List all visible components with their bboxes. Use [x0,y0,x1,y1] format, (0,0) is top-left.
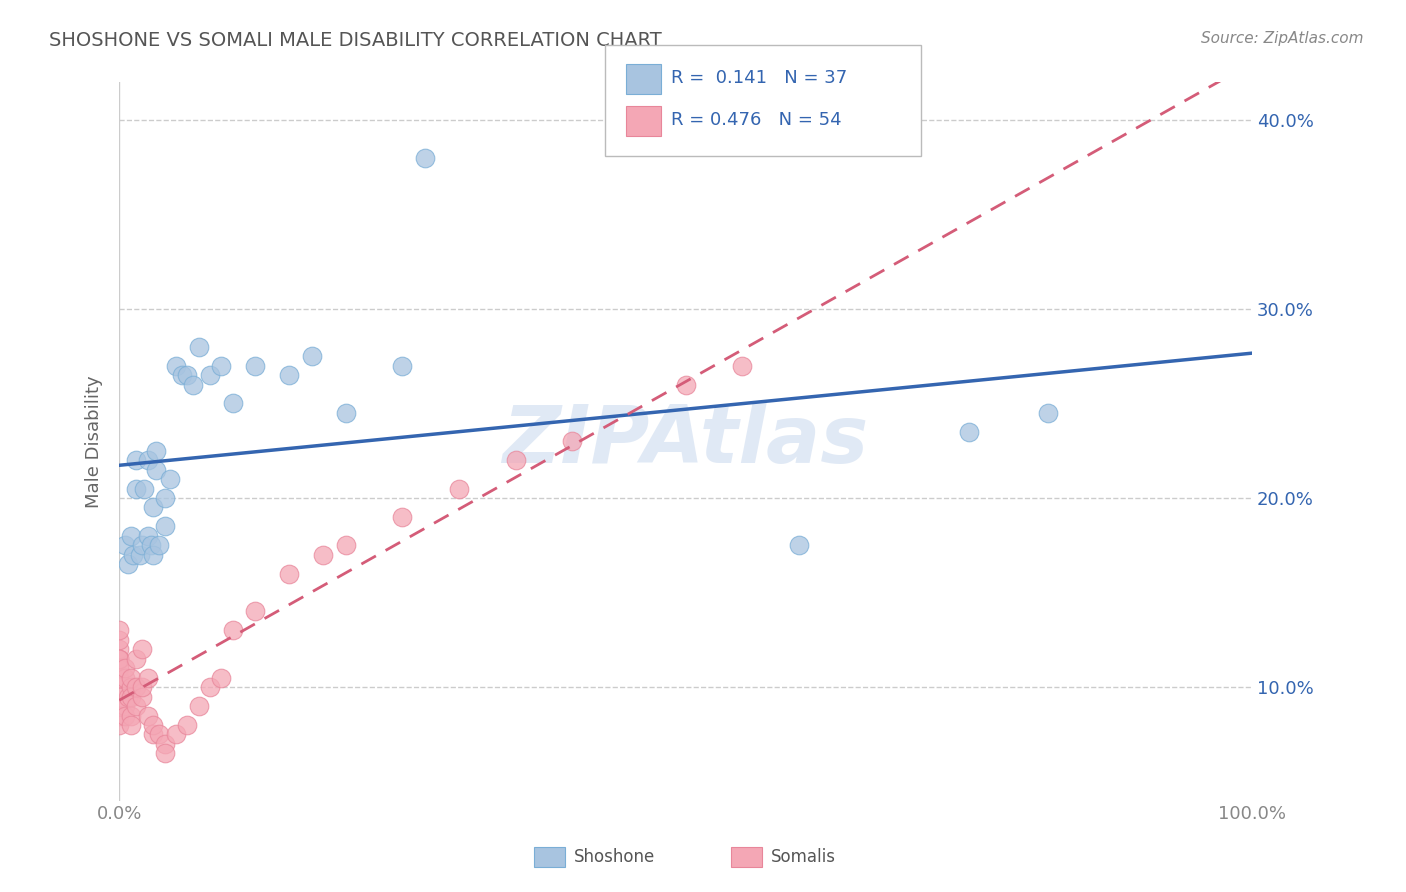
Point [165,359,187,373]
Point [561,434,583,449]
Point [209,671,232,685]
Point [301,349,323,363]
Point [153,747,176,761]
Point [245,605,267,619]
Point [128,548,150,562]
Point [120,708,142,723]
Point [209,359,232,373]
Point [131,642,153,657]
Point [198,680,221,694]
Point [187,340,209,354]
Point [125,652,148,666]
Point [114,699,136,714]
Point [278,368,301,382]
Point [108,652,131,666]
Point [121,548,143,562]
Point [136,708,159,723]
Point [134,482,156,496]
Point [145,443,167,458]
Text: ZIPAtlas: ZIPAtlas [502,402,869,480]
Point [148,538,170,552]
Text: Somalis: Somalis [770,848,835,866]
Point [335,406,357,420]
Point [198,368,221,382]
Point [120,671,142,685]
Point [142,718,165,732]
Text: Shoshone: Shoshone [574,848,655,866]
Point [108,699,131,714]
Point [108,652,131,666]
Point [108,671,131,685]
Point [114,708,136,723]
Point [221,624,243,638]
Point [391,510,413,524]
Point [787,538,810,552]
Point [108,708,131,723]
Text: SHOSHONE VS SOMALI MALE DISABILITY CORRELATION CHART: SHOSHONE VS SOMALI MALE DISABILITY CORRE… [49,31,662,50]
Point [114,538,136,552]
Point [153,491,176,505]
Point [136,453,159,467]
Point [108,671,131,685]
Point [125,699,148,714]
Point [142,500,165,515]
Text: Source: ZipAtlas.com: Source: ZipAtlas.com [1201,31,1364,46]
Point [505,453,527,467]
Point [159,472,181,486]
Point [312,548,335,562]
Point [176,718,198,732]
Point [108,632,131,647]
Point [957,425,980,439]
Point [142,727,165,741]
Point [335,538,357,552]
Point [278,566,301,581]
Point [142,548,165,562]
Point [131,690,153,704]
Point [108,661,131,675]
Point [114,671,136,685]
Point [148,727,170,741]
Point [675,377,697,392]
Point [108,642,131,657]
Text: R = 0.476   N = 54: R = 0.476 N = 54 [671,112,841,129]
Point [391,359,413,373]
Point [108,661,131,675]
Point [108,624,131,638]
Point [131,538,153,552]
Point [114,661,136,675]
Point [165,727,187,741]
Point [181,377,204,392]
Point [413,151,436,165]
Point [153,519,176,533]
Point [449,482,471,496]
Point [120,680,142,694]
Point [108,690,131,704]
Point [153,737,176,751]
Point [125,453,148,467]
Point [139,538,162,552]
Point [108,680,131,694]
Point [117,558,139,572]
Point [145,462,167,476]
Point [120,690,142,704]
Point [731,359,754,373]
Text: R =  0.141   N = 37: R = 0.141 N = 37 [671,70,846,87]
Point [108,718,131,732]
Point [136,529,159,543]
Point [125,680,148,694]
Point [245,359,267,373]
Point [1036,406,1059,420]
Point [125,482,148,496]
Point [120,529,142,543]
Point [131,680,153,694]
Point [120,718,142,732]
Point [136,671,159,685]
Point [176,368,198,382]
Point [170,368,193,382]
Point [108,652,131,666]
Y-axis label: Male Disability: Male Disability [86,375,103,508]
Point [117,690,139,704]
Point [221,396,243,410]
Point [187,699,209,714]
